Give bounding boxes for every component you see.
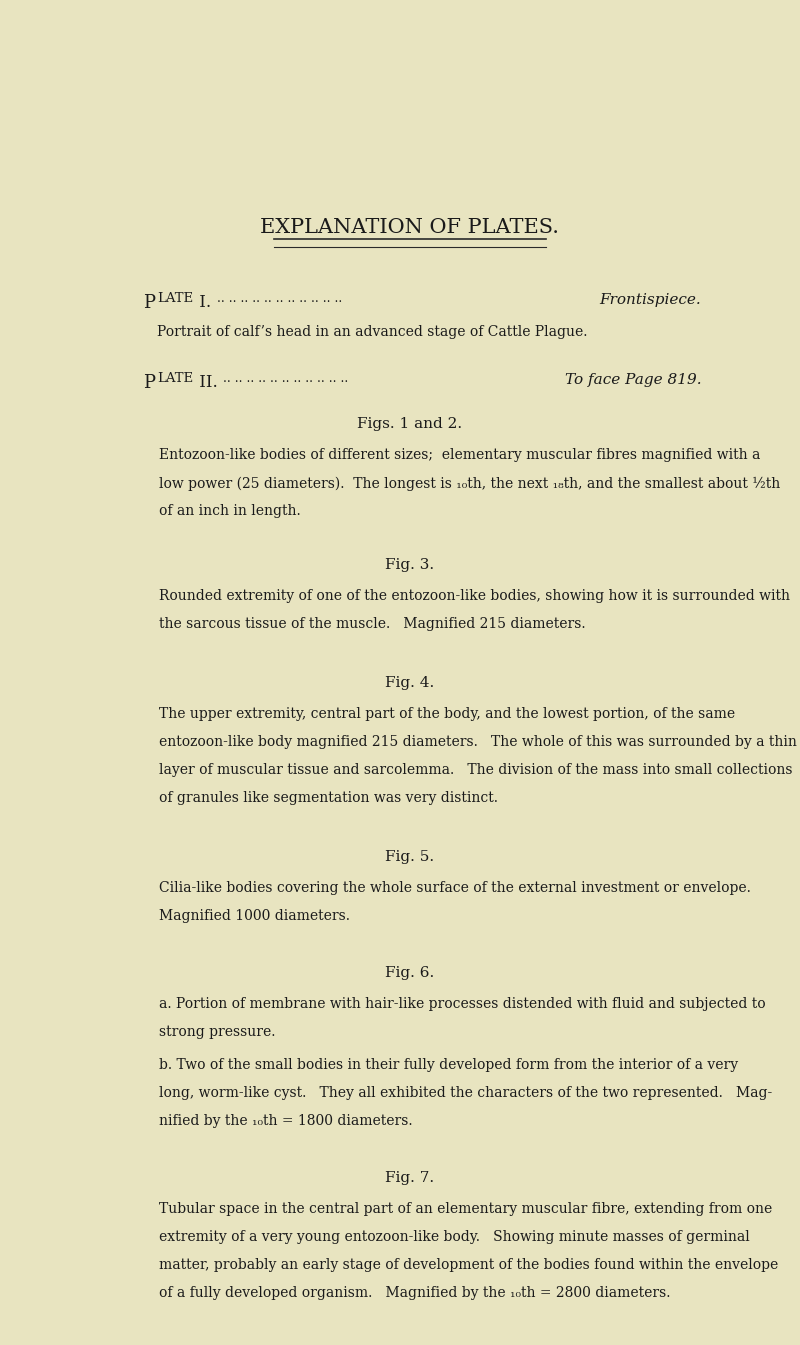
- Text: layer of muscular tissue and sarcolemma.   The division of the mass into small c: layer of muscular tissue and sarcolemma.…: [159, 763, 792, 777]
- Text: P: P: [143, 374, 155, 391]
- Text: The upper extremity, central part of the body, and the lowest portion, of the sa: The upper extremity, central part of the…: [159, 707, 735, 721]
- Text: Magnified 1000 diameters.: Magnified 1000 diameters.: [159, 909, 350, 923]
- Text: Fig. 3.: Fig. 3.: [386, 558, 434, 572]
- Text: of granules like segmentation was very distinct.: of granules like segmentation was very d…: [159, 791, 498, 806]
- Text: the sarcous tissue of the muscle.   Magnified 215 diameters.: the sarcous tissue of the muscle. Magnif…: [159, 617, 586, 631]
- Text: LATE: LATE: [157, 371, 193, 385]
- Text: Cilia-like bodies covering the whole surface of the external investment or envel: Cilia-like bodies covering the whole sur…: [159, 881, 750, 896]
- Text: of a fully developed organism.   Magnified by the ₁₀th = 2800 diameters.: of a fully developed organism. Magnified…: [159, 1286, 670, 1301]
- Text: .. .. .. .. .. .. .. .. .. .. ..: .. .. .. .. .. .. .. .. .. .. ..: [222, 371, 348, 385]
- Text: b. Two of the small bodies in their fully developed form from the interior of a : b. Two of the small bodies in their full…: [159, 1059, 738, 1072]
- Text: Fig. 5.: Fig. 5.: [386, 850, 434, 863]
- Text: Portrait of calf’s head in an advanced stage of Cattle Plague.: Portrait of calf’s head in an advanced s…: [157, 325, 587, 339]
- Text: .. .. .. .. .. .. .. .. .. .. ..: .. .. .. .. .. .. .. .. .. .. ..: [217, 292, 342, 305]
- Text: Tubular space in the central part of an elementary muscular fibre, extending fro: Tubular space in the central part of an …: [159, 1202, 772, 1216]
- Text: nified by the ₁₀th = 1800 diameters.: nified by the ₁₀th = 1800 diameters.: [159, 1114, 413, 1128]
- Text: LATE: LATE: [157, 292, 193, 305]
- Text: matter, probably an early stage of development of the bodies found within the en: matter, probably an early stage of devel…: [159, 1258, 778, 1272]
- Text: Entozoon-like bodies of different sizes;  elementary muscular fibres magnified w: Entozoon-like bodies of different sizes;…: [159, 448, 760, 463]
- Text: a. Portion of membrane with hair-like processes distended with fluid and subject: a. Portion of membrane with hair-like pr…: [159, 997, 766, 1011]
- Text: To face Page 819.: To face Page 819.: [565, 373, 702, 386]
- Text: extremity of a very young entozoon-like body.   Showing minute masses of germina: extremity of a very young entozoon-like …: [159, 1231, 750, 1244]
- Text: EXPLANATION OF PLATES.: EXPLANATION OF PLATES.: [261, 218, 559, 237]
- Text: P: P: [143, 295, 155, 312]
- Text: Fig. 4.: Fig. 4.: [386, 677, 434, 690]
- Text: strong pressure.: strong pressure.: [159, 1025, 275, 1040]
- Text: of an inch in length.: of an inch in length.: [159, 504, 301, 518]
- Text: Frontispiece.: Frontispiece.: [600, 293, 702, 307]
- Text: II.: II.: [194, 374, 218, 390]
- Text: Fig. 6.: Fig. 6.: [386, 966, 434, 981]
- Text: Fig. 7.: Fig. 7.: [386, 1171, 434, 1185]
- Text: Figs. 1 and 2.: Figs. 1 and 2.: [358, 417, 462, 432]
- Text: Rounded extremity of one of the entozoon-like bodies, showing how it is surround: Rounded extremity of one of the entozoon…: [159, 589, 790, 603]
- Text: low power (25 diameters).  The longest is ₁₀th, the next ₁₈th, and the smallest : low power (25 diameters). The longest is…: [159, 476, 780, 491]
- Text: I.: I.: [194, 295, 211, 311]
- Text: long, worm-like cyst.   They all exhibited the characters of the two represented: long, worm-like cyst. They all exhibited…: [159, 1087, 772, 1100]
- Text: entozoon-like body magnified 215 diameters.   The whole of this was surrounded b: entozoon-like body magnified 215 diamete…: [159, 736, 797, 749]
